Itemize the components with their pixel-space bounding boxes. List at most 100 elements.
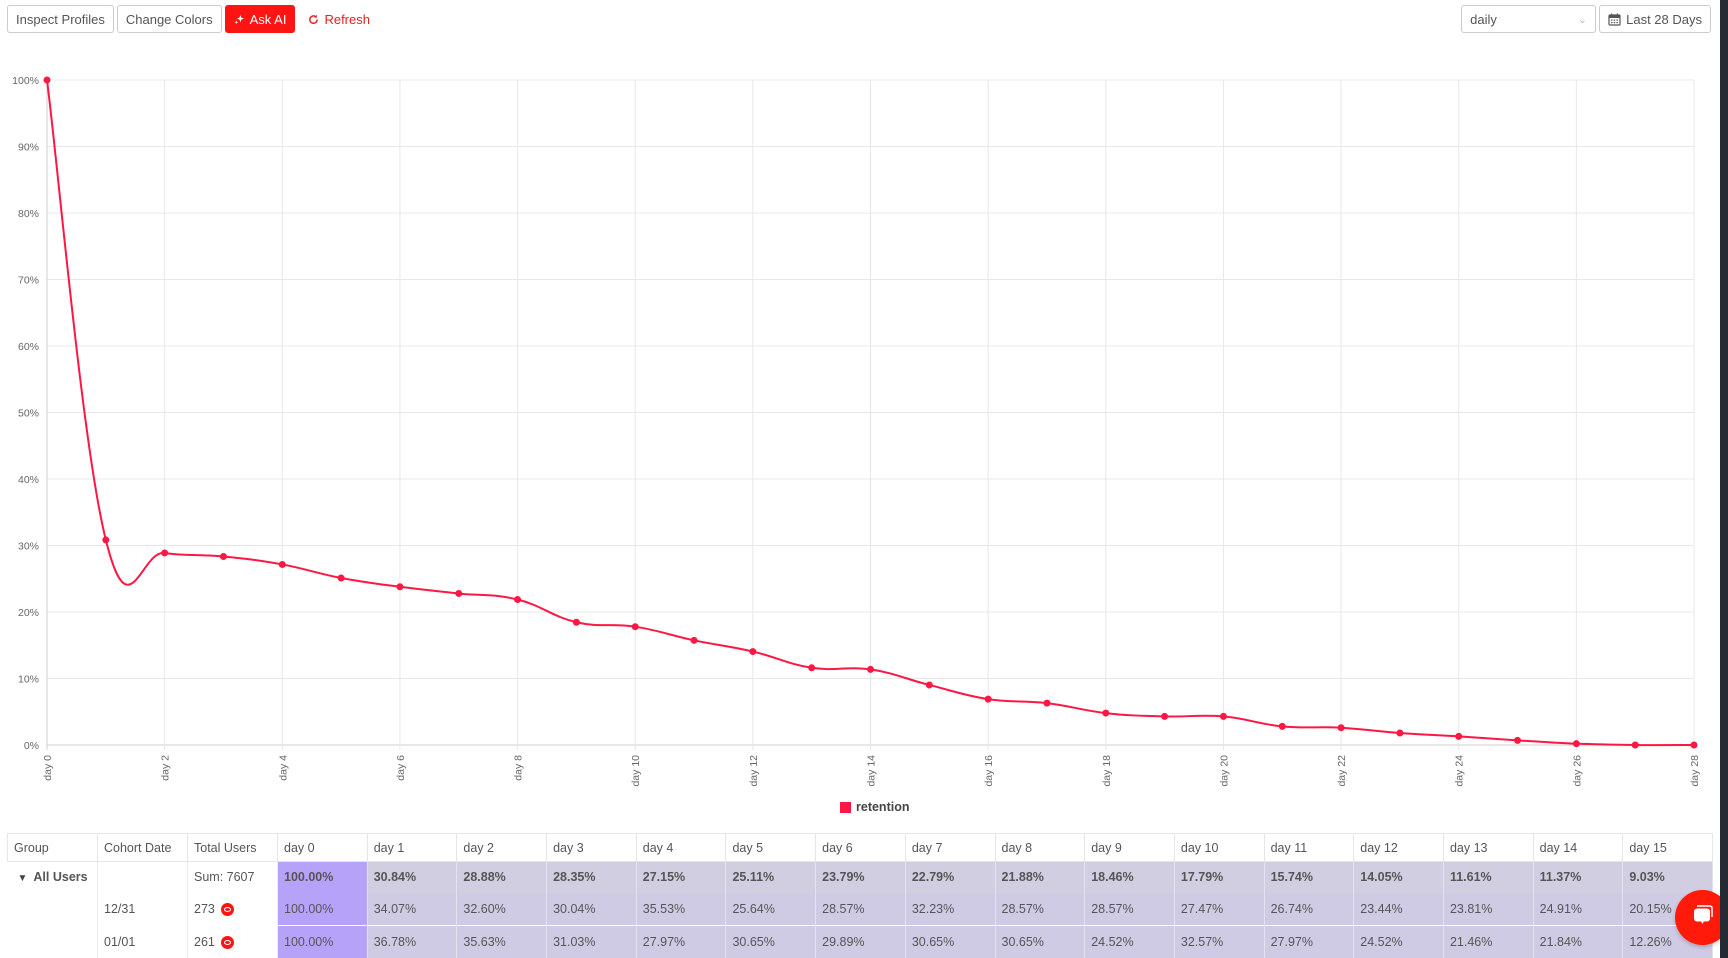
column-header[interactable]: day 15 <box>1622 833 1713 862</box>
interval-select[interactable]: daily ⌄ <box>1461 5 1597 33</box>
data-point[interactable] <box>337 574 345 582</box>
column-header[interactable]: day 2 <box>456 833 548 862</box>
column-header[interactable]: day 12 <box>1353 833 1444 862</box>
data-point[interactable] <box>1572 740 1580 748</box>
group-cell <box>7 892 98 926</box>
retention-cell: 27.15% <box>636 861 727 893</box>
x-axis-tick: day 12 <box>748 755 760 787</box>
total-users-cell: 273 <box>187 892 278 926</box>
ask-ai-label: Ask AI <box>249 11 287 27</box>
inspect-profiles-button[interactable]: Inspect Profiles <box>7 5 114 33</box>
retention-cell: 35.53% <box>636 892 727 926</box>
total-users-cell: 261 <box>187 925 278 958</box>
column-header[interactable]: day 10 <box>1173 833 1265 862</box>
group-name: All Users <box>33 870 88 885</box>
retention-cell: 32.57% <box>1174 925 1265 958</box>
data-point[interactable] <box>631 623 639 631</box>
column-header[interactable]: day 5 <box>725 833 817 862</box>
data-point[interactable] <box>514 595 522 603</box>
y-axis-tick: 100% <box>12 75 39 87</box>
column-header[interactable]: day 0 <box>277 833 368 862</box>
data-point[interactable] <box>925 681 933 689</box>
data-point[interactable] <box>1102 709 1110 717</box>
data-point[interactable] <box>1161 712 1169 720</box>
retention-cell: 25.64% <box>725 892 817 926</box>
y-axis-tick: 90% <box>18 142 39 154</box>
total-users-value: 261 <box>194 935 215 950</box>
retention-cell: 18.46% <box>1084 861 1175 893</box>
x-axis-tick: day 4 <box>277 755 289 781</box>
data-point[interactable] <box>690 636 698 644</box>
column-header[interactable]: day 13 <box>1442 833 1534 862</box>
eye-icon[interactable] <box>220 902 234 916</box>
eye-icon[interactable] <box>220 936 234 950</box>
column-header[interactable]: day 9 <box>1084 833 1175 862</box>
column-header[interactable]: day 8 <box>994 833 1086 862</box>
data-point[interactable] <box>455 589 463 597</box>
data-point[interactable] <box>1043 699 1051 707</box>
refresh-label: Refresh <box>324 11 370 27</box>
column-header[interactable]: day 14 <box>1532 833 1624 862</box>
data-point[interactable] <box>1396 729 1404 737</box>
data-point[interactable] <box>43 76 51 84</box>
column-header[interactable]: Cohort Date <box>97 833 188 862</box>
retention-cell: 30.65% <box>905 925 996 958</box>
retention-line-chart: 0% 10% 20% 30% 40% 50% 60% 70% 80% 90% 100% day 0 da… <box>0 60 1720 840</box>
date-range-button[interactable]: Last 28 Days <box>1599 5 1711 33</box>
data-point[interactable] <box>278 560 286 568</box>
column-header[interactable]: day 11 <box>1263 833 1355 862</box>
table-row: 01/01 261 100.00% 36.78% 35.63% 31.03% 27.97% 3… <box>7 925 1713 958</box>
data-point[interactable] <box>1455 732 1463 740</box>
y-axis-tick: 60% <box>18 341 39 353</box>
ask-ai-button[interactable]: Ask AI <box>224 5 296 33</box>
data-point[interactable] <box>984 695 992 703</box>
y-axis-tick: 40% <box>18 474 39 486</box>
x-axis-tick: day 14 <box>866 755 878 787</box>
data-point[interactable] <box>1690 741 1698 749</box>
retention-cell: 35.63% <box>456 925 548 958</box>
change-colors-button[interactable]: Change Colors <box>116 5 222 33</box>
data-point[interactable] <box>1337 724 1345 732</box>
column-header[interactable]: Group <box>7 833 98 862</box>
retention-cell: 21.46% <box>1443 925 1534 958</box>
column-header[interactable]: day 6 <box>815 833 906 862</box>
y-axis-tick: 50% <box>18 408 39 420</box>
retention-cell: 28.57% <box>1084 892 1175 926</box>
column-header[interactable]: Total Users <box>187 833 278 862</box>
column-header[interactable]: day 3 <box>546 833 637 862</box>
retention-cell: 30.04% <box>546 892 637 926</box>
retention-cell: 27.47% <box>1174 892 1265 926</box>
retention-cell: 24.52% <box>1353 925 1444 958</box>
data-point[interactable] <box>867 665 874 673</box>
data-point[interactable] <box>1631 741 1639 749</box>
data-point[interactable] <box>396 583 404 591</box>
inspect-profiles-label: Inspect Profiles <box>16 11 105 27</box>
data-point[interactable] <box>1514 736 1522 744</box>
chart-legend[interactable]: retention <box>840 800 909 814</box>
caret-down-icon[interactable]: ▼ <box>17 873 28 885</box>
y-axis-tick: 0% <box>24 740 39 752</box>
data-point[interactable] <box>1219 712 1227 720</box>
total-users-value: 273 <box>194 901 215 916</box>
retention-cell: 9.03% <box>1622 861 1713 893</box>
x-axis-tick: day 8 <box>513 755 525 781</box>
group-cell[interactable]: ▼ All Users <box>7 861 98 893</box>
column-header[interactable]: day 7 <box>904 833 996 862</box>
sparkle-icon <box>234 14 245 25</box>
retention-cell: 22.79% <box>905 861 996 893</box>
retention-cell: 21.84% <box>1533 925 1624 958</box>
data-point[interactable] <box>572 618 580 626</box>
data-point[interactable] <box>1278 722 1286 730</box>
refresh-button[interactable]: Refresh <box>298 5 380 33</box>
column-header[interactable]: day 1 <box>366 833 458 862</box>
x-axis-tick: day 28 <box>1689 755 1701 787</box>
data-point[interactable] <box>808 664 816 672</box>
data-point[interactable] <box>749 648 757 656</box>
chat-support-button[interactable] <box>1675 890 1720 945</box>
data-point[interactable] <box>102 536 110 544</box>
data-point[interactable] <box>161 549 169 557</box>
retention-cell: 24.52% <box>1084 925 1175 958</box>
column-header[interactable]: day 4 <box>635 833 727 862</box>
retention-cell: 24.91% <box>1533 892 1624 926</box>
data-point[interactable] <box>219 552 227 560</box>
